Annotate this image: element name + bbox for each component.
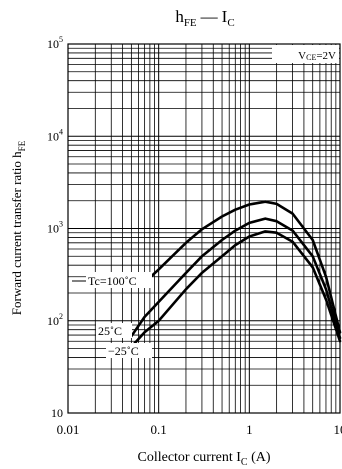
x-axis-label-pre: Collector current I <box>137 450 241 465</box>
x-axis-label: Collector current IC (A) <box>137 450 270 468</box>
y-tick-base: 10 <box>47 222 59 236</box>
y-tick-label: 104 <box>47 127 63 143</box>
title-main-sub: FE <box>184 17 197 29</box>
y-tick-exponent: 3 <box>59 220 63 229</box>
series-label-100: Tc=100˚C <box>88 274 137 288</box>
x-tick-label: 0.01 <box>57 422 80 437</box>
series-labels: Tc=100˚C 25˚C −25˚C <box>72 272 152 358</box>
y-tick-label: 102 <box>47 312 63 328</box>
series-label-25: 25˚C <box>98 324 122 338</box>
y-tick-base: 10 <box>47 314 59 328</box>
chart-title: hFE — IC <box>175 7 234 29</box>
condition-post: =2V <box>316 50 336 62</box>
y-tick-base: 10 <box>51 406 63 420</box>
series-label-m25: −25˚C <box>108 344 139 358</box>
y-tick-base: 10 <box>47 37 59 51</box>
x-tick-labels: 0.01 0.1 1 10 <box>57 422 342 437</box>
y-tick-exponent: 5 <box>59 35 63 44</box>
y-axis-label: Forward current transfer ratio hFE <box>9 140 27 315</box>
title-sep: — <box>200 7 219 26</box>
y-tick-exponent: 2 <box>59 312 63 321</box>
y-tick-label: 103 <box>47 220 63 236</box>
x-axis-label-post: (A) <box>248 450 271 465</box>
series-line-0 <box>145 202 340 333</box>
condition-label: VCE=2V <box>298 50 336 62</box>
x-tick-label: 1 <box>246 422 253 437</box>
title-rhs-sub: C <box>227 17 234 29</box>
y-axis-label-sub: FE <box>17 140 27 151</box>
x-tick-label: 10 <box>334 422 342 437</box>
x-tick-label: 0.1 <box>151 422 167 437</box>
condition-main: V <box>298 50 306 62</box>
y-tick-label: 105 <box>47 35 63 51</box>
y-tick-base: 10 <box>47 129 59 143</box>
y-tick-label: 10 <box>51 406 63 420</box>
y-tick-exponent: 4 <box>59 127 63 136</box>
y-axis-label-main: Forward current transfer ratio h <box>9 151 24 315</box>
condition-sub: CE <box>306 53 316 62</box>
